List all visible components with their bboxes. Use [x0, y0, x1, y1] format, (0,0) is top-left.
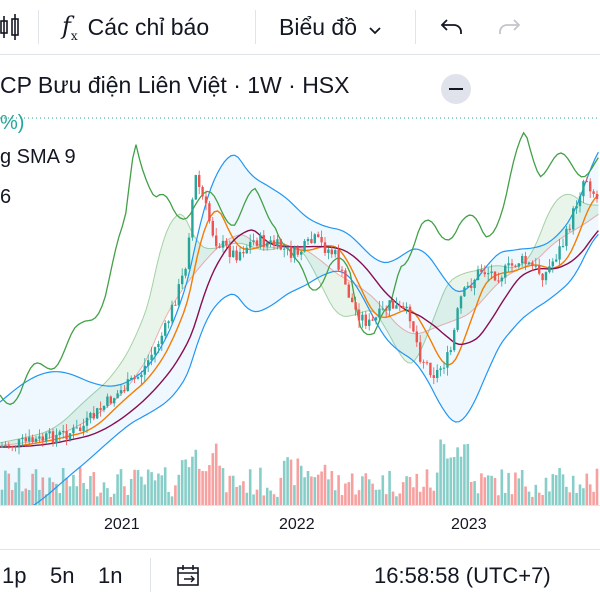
interval-1p[interactable]: 1p	[2, 562, 27, 588]
collapse-legend-button[interactable]	[441, 74, 471, 104]
indicators-label: Các chỉ báo	[87, 13, 210, 40]
candlesticks	[0, 170, 599, 455]
redo-icon	[499, 19, 521, 34]
function-icon: fx	[62, 11, 78, 43]
toolbar-separator	[255, 10, 256, 44]
xaxis-label: 2023	[451, 516, 487, 533]
date-range-icon	[177, 564, 199, 586]
bollinger-bands	[0, 151, 599, 518]
redo-button[interactable]	[497, 0, 521, 54]
legend-value: 6	[0, 186, 12, 208]
xaxis-label: 2021	[104, 516, 140, 533]
legend-indicator: g SMA 9	[0, 146, 76, 168]
time-axis[interactable]: 2021 2022 2023	[0, 505, 600, 550]
legend-change: %)	[0, 112, 25, 134]
undo-icon	[440, 19, 462, 34]
clock-time[interactable]: 16:58:58 (UTC+7)	[374, 562, 551, 588]
chevron-down-icon	[369, 14, 381, 41]
minus-icon	[449, 88, 463, 90]
date-range-button[interactable]	[176, 550, 202, 601]
toolbar-separator	[38, 10, 39, 44]
legend-title: CP Bưu điện Liên Việt · 1W · HSX	[0, 72, 350, 98]
interval-5n[interactable]: 5n	[50, 562, 75, 588]
bottombar-separator	[150, 558, 151, 592]
candles-icon[interactable]	[0, 0, 20, 54]
volume-bars	[0, 439, 599, 505]
undo-button[interactable]	[440, 0, 464, 54]
price-chart	[0, 117, 600, 518]
chart-pane[interactable]	[0, 55, 600, 518]
chart-type-label: Biểu đồ	[279, 13, 358, 40]
toolbar-separator	[415, 10, 416, 44]
bottom-toolbar: 1p 5n 1n 16:58:58 (UTC+7)	[0, 549, 600, 601]
xaxis-label: 2022	[279, 516, 315, 533]
indicators-button[interactable]: fx Các chỉ báo	[62, 0, 209, 54]
interval-1n[interactable]: 1n	[98, 562, 123, 588]
chart-type-button[interactable]: Biểu đồ	[279, 0, 381, 54]
top-toolbar: fx Các chỉ báo Biểu đồ	[0, 0, 600, 55]
